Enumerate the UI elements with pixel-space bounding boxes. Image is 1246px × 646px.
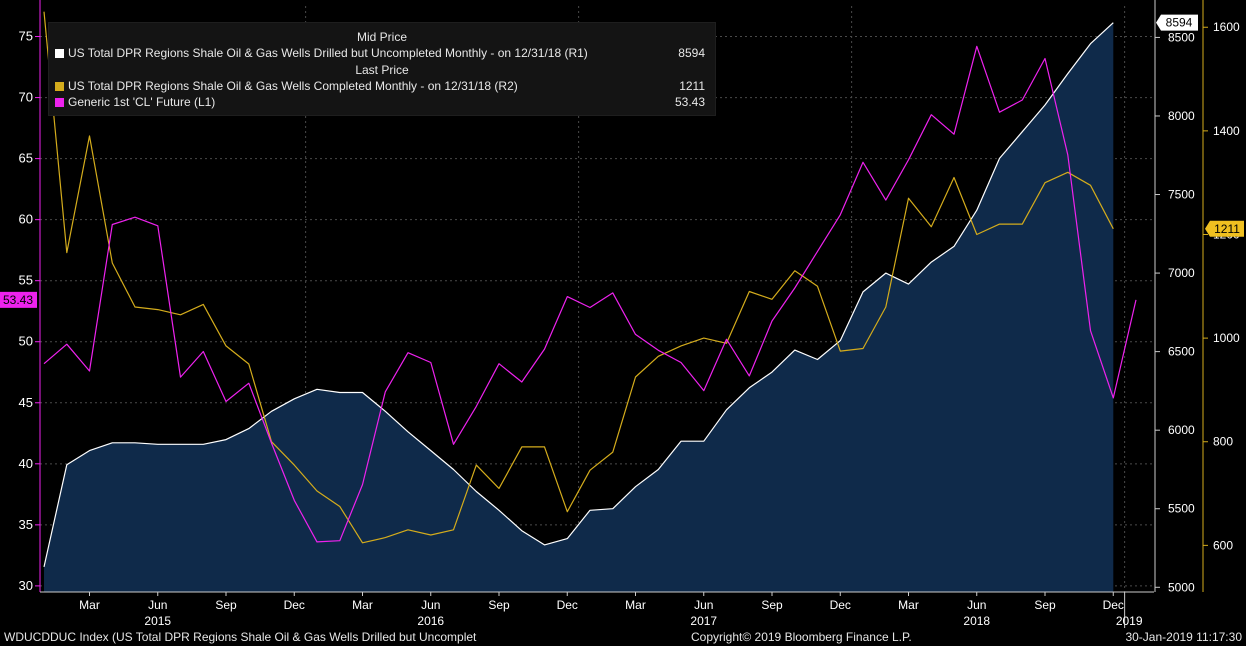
series-line-2 — [43, 45, 1137, 543]
left-tick-label: 45 — [19, 395, 33, 410]
r1-tick-label: 6000 — [1168, 423, 1195, 437]
x-month-label: Dec — [1103, 598, 1124, 612]
x-year-label: 2016 — [417, 614, 444, 628]
area-layer — [44, 22, 1114, 592]
legend-value: 1211 — [679, 79, 705, 93]
left-tick-label: 75 — [19, 29, 33, 44]
x-month-label: Mar — [625, 598, 646, 612]
footer-timestamp: 30-Jan-2019 11:17:30 — [1125, 630, 1242, 644]
x-month-label: Jun — [694, 598, 713, 612]
x-month-label: Jun — [421, 598, 440, 612]
series-line-0 — [43, 22, 1114, 568]
legend-row-cl-future: Generic 1st 'CL' Future (L1) 53.43 — [55, 95, 705, 109]
legend-label: US Total DPR Regions Shale Oil & Gas Wel… — [68, 46, 588, 60]
x-year-label: 2017 — [690, 614, 717, 628]
footer-index-description: WDUCDDUC Index (US Total DPR Regions Sha… — [4, 630, 477, 644]
r2-tick-label: 1600 — [1213, 20, 1240, 34]
r1-last-value-tag-bg — [1156, 14, 1198, 31]
x-month-label: Jun — [967, 598, 986, 612]
r1-tick-label: 7500 — [1168, 188, 1195, 202]
legend-value: 8594 — [678, 46, 705, 60]
axes — [35, 0, 1208, 628]
tick-labels: 30 35 40 45 50 55 60 65 70 75 5000 5500 6000 6500 7000… — [19, 20, 1240, 628]
left-tick-label: 60 — [19, 212, 33, 227]
r2-last-value-tag-bg — [1205, 220, 1244, 237]
x-month-label: Sep — [215, 598, 237, 612]
legend-label: US Total DPR Regions Shale Oil & Gas Wel… — [68, 79, 518, 93]
x-year-label: 2019 — [1116, 614, 1143, 628]
x-month-label: Dec — [284, 598, 305, 612]
x-month-label: Sep — [761, 598, 783, 612]
r2-tick-label: 600 — [1213, 538, 1233, 552]
r2-last-value-tag: 1211 — [1214, 222, 1240, 236]
r1-tick-label: 8500 — [1168, 30, 1195, 44]
series-line-1 — [43, 11, 1114, 544]
legend-row-drilled-uncompleted: US Total DPR Regions Shale Oil & Gas Wel… — [55, 46, 705, 60]
legend-swatch-magenta — [55, 98, 64, 107]
x-year-label: 2018 — [963, 614, 990, 628]
r2-tick-label: 1000 — [1213, 331, 1240, 345]
last-value-tags: 53.43 8594 1211 — [0, 14, 1244, 308]
r1-tick-label: 5000 — [1168, 580, 1195, 594]
left-tick-label: 55 — [19, 273, 33, 288]
legend-label: Generic 1st 'CL' Future (L1) — [68, 95, 216, 109]
legend-swatch-yellow — [55, 82, 64, 91]
left-tick-label: 65 — [19, 151, 33, 166]
x-month-label: Dec — [557, 598, 578, 612]
left-last-value-tag-bg — [0, 291, 37, 308]
legend-header-last-price: Last Price — [355, 63, 409, 77]
legend-row-completed: US Total DPR Regions Shale Oil & Gas Wel… — [55, 79, 705, 93]
left-tick-label: 50 — [19, 334, 33, 349]
footer-copyright: Copyright© 2019 Bloomberg Finance L.P. — [691, 630, 912, 644]
r1-tick-label: 7000 — [1168, 266, 1195, 280]
left-tick-label: 70 — [19, 90, 33, 105]
area-fill-drilled-uncompleted — [44, 22, 1114, 592]
legend: Mid Price US Total DPR Regions Shale Oil… — [48, 22, 716, 116]
x-month-label: Mar — [79, 598, 100, 612]
x-month-label: Jun — [148, 598, 167, 612]
x-year-label: 2015 — [144, 614, 171, 628]
series-lines — [43, 11, 1137, 568]
r1-tick-label: 5500 — [1168, 502, 1195, 516]
left-tick-label: 30 — [19, 578, 33, 593]
legend-header-mid-price: Mid Price — [356, 30, 407, 44]
left-tick-label: 40 — [19, 456, 33, 471]
r1-last-value-tag: 8594 — [1166, 16, 1193, 30]
r2-tick-label: 800 — [1213, 435, 1233, 449]
left-last-value-tag: 53.43 — [3, 293, 33, 307]
x-month-label: Sep — [1034, 598, 1056, 612]
legend-value: 53.43 — [674, 95, 705, 109]
x-month-label: Mar — [898, 598, 919, 612]
r1-tick-label: 6500 — [1168, 345, 1195, 359]
r2-tick-label: 1400 — [1213, 124, 1240, 138]
legend-swatch-white — [55, 49, 64, 58]
left-tick-label: 35 — [19, 517, 33, 532]
x-month-label: Mar — [352, 598, 373, 612]
x-month-label: Sep — [488, 598, 510, 612]
r1-tick-label: 8000 — [1168, 109, 1195, 123]
x-month-label: Dec — [830, 598, 851, 612]
